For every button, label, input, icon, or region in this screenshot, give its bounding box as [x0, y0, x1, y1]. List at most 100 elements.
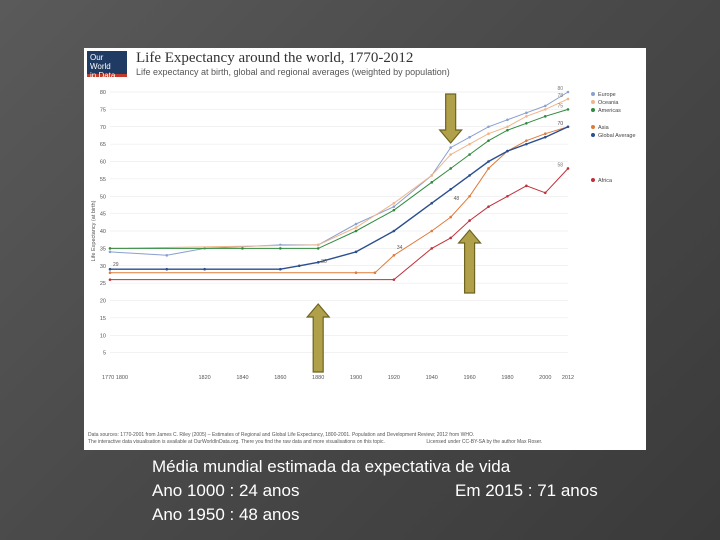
data-point-oceania — [543, 108, 547, 111]
legend-swatch-asia — [591, 125, 595, 129]
x-tick-label: 2000 — [539, 375, 551, 381]
y-tick-label: 45 — [100, 212, 106, 218]
data-point-asia — [468, 194, 471, 198]
data-point-africa — [487, 205, 490, 208]
arrow-down-1950 — [438, 93, 463, 144]
y-tick-label: 60 — [100, 160, 106, 166]
y-tick-label: 35 — [100, 246, 106, 252]
legend-label-asia: Asia — [598, 125, 610, 131]
x-tick-label: 2012 — [562, 375, 574, 381]
logo-line2: in Data — [90, 71, 116, 80]
data-point-global — [449, 188, 452, 191]
x-tick-label: 1860 — [274, 375, 286, 381]
legend-swatch-global — [591, 133, 595, 137]
data-point-asia — [525, 139, 528, 142]
y-tick-label: 70 — [100, 125, 106, 131]
data-point-asia — [354, 271, 358, 274]
data-point-asia — [430, 229, 434, 233]
data-point-europe — [108, 250, 112, 254]
y-tick-label: 40 — [100, 229, 106, 235]
end-value-label: 78 — [557, 93, 563, 99]
data-point-europe — [525, 111, 528, 115]
data-point-europe — [468, 135, 471, 139]
data-point-asia — [449, 215, 452, 219]
y-tick-label: 20 — [100, 299, 106, 305]
data-point-oceania — [316, 243, 320, 247]
legend-label-oceania: Oceania — [598, 100, 619, 106]
data-point-americas — [543, 115, 547, 118]
data-point-global — [566, 125, 570, 129]
line-chart: 5 10 15 20 25 30 35 40 45 50 55 60 65 70 75 80 1770 1800… — [91, 86, 636, 381]
sources-line1: Data sources: 1770-2001 from James C. Ri… — [88, 432, 475, 438]
data-point-global — [316, 260, 320, 264]
x-tick-label: 1920 — [388, 375, 400, 381]
data-point-global — [279, 267, 282, 271]
owid-logo: Our World in Data — [87, 51, 127, 80]
data-point-europe — [487, 125, 490, 129]
data-point-global — [354, 250, 358, 254]
data-point-asia — [487, 167, 490, 170]
data-point-oceania — [506, 125, 509, 129]
x-tick-label: 1770 1800 — [102, 375, 128, 381]
data-point-oceania — [449, 153, 452, 156]
data-point-global — [203, 267, 206, 271]
end-value-label: 80 — [557, 86, 563, 92]
caption-line1: Média mundial estimada da expectativa de… — [152, 457, 511, 476]
data-point-americas — [430, 181, 434, 184]
y-tick-label: 25 — [100, 281, 106, 287]
y-tick-label: 50 — [100, 194, 106, 200]
series-line-africa — [110, 168, 569, 281]
data-point-americas — [241, 247, 244, 250]
data-point-africa — [525, 184, 528, 188]
x-tick-label: 1820 — [199, 375, 211, 381]
y-tick-label: 10 — [100, 333, 106, 339]
x-tick-label: 1900 — [350, 375, 362, 381]
end-value-label: 58 — [557, 162, 563, 168]
legend-label-africa: Africa — [598, 178, 613, 184]
chart-sources: Data sources: 1770-2001 from James C. Ri… — [88, 432, 642, 446]
data-point-europe — [566, 90, 570, 94]
data-point-oceania — [392, 201, 396, 205]
annotation-label: 48 — [454, 196, 460, 202]
data-point-asia — [543, 132, 547, 135]
data-point-oceania — [430, 174, 434, 177]
series-line-oceania — [109, 98, 569, 249]
data-point-africa — [543, 191, 547, 195]
end-value-label: 70 — [557, 121, 563, 127]
legend-swatch-europe — [591, 92, 595, 96]
data-point-africa — [108, 278, 112, 281]
legend-swatch-africa — [591, 178, 595, 182]
logo-line1: Our World — [90, 53, 111, 71]
y-tick-label: 15 — [100, 316, 106, 322]
data-point-europe — [449, 146, 452, 149]
caption-line2-right: Em 2015 : 71 anos — [455, 481, 598, 500]
data-point-americas — [108, 247, 112, 250]
data-point-asia — [392, 254, 396, 257]
data-point-global — [108, 267, 112, 271]
series-line-americas — [110, 108, 569, 249]
data-point-africa — [566, 167, 570, 170]
data-point-oceania — [525, 115, 528, 118]
data-point-global — [297, 264, 301, 268]
data-point-americas — [487, 139, 490, 142]
annotation-label: 29 — [113, 262, 119, 268]
data-point-africa — [430, 247, 434, 250]
chart-figure: Our World in Data Life Expectancy around… — [84, 48, 646, 450]
data-point-global — [506, 149, 509, 153]
chart-subtitle: Life expectancy at birth, global and reg… — [136, 67, 450, 77]
data-point-africa — [468, 219, 471, 222]
series-line-asia — [110, 126, 569, 274]
y-tick-label: 80 — [100, 90, 106, 96]
y-tick-label: 30 — [100, 264, 106, 270]
series-line-global — [110, 126, 569, 270]
y-tick-label: 55 — [100, 177, 106, 183]
data-point-global — [468, 174, 471, 177]
end-value-label: 75 — [557, 103, 563, 109]
data-point-americas — [566, 108, 570, 111]
annotation-label: 34 — [397, 245, 403, 251]
data-point-americas — [525, 121, 528, 125]
data-point-africa — [449, 236, 452, 240]
data-point-asia — [108, 271, 112, 274]
annotation-label: 30 — [321, 259, 327, 265]
